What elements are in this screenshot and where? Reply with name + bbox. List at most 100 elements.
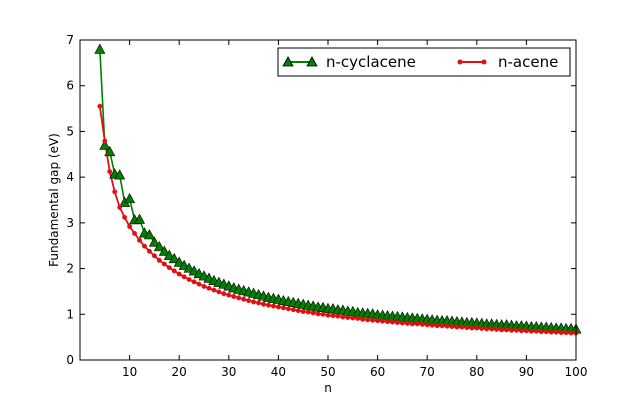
data-point-n-acene [196, 281, 202, 287]
data-point-n-acene [216, 289, 222, 295]
data-point-n-acene [112, 189, 118, 195]
data-point-n-acene [404, 320, 410, 326]
data-point-n-acene [469, 325, 475, 331]
legend-marker-n-cyclacene [282, 56, 294, 67]
data-point-n-acene [146, 248, 152, 254]
data-point-n-acene [509, 327, 514, 333]
x-tick-label: 40 [271, 365, 286, 379]
data-point-n-acene [553, 329, 559, 335]
ticks-layer: 10 20 30 40 50 60 70 80 90 100 0 1 2 3 4 5 6 7 [66, 33, 587, 379]
data-point-n-acene [360, 316, 366, 322]
data-point-n-acene [454, 324, 460, 330]
data-point-n-acene [350, 315, 356, 321]
legend-box [277, 47, 571, 77]
x-axis-label: n [324, 381, 332, 395]
data-point-n-acene [340, 314, 346, 320]
data-point-n-cyclacene [134, 213, 146, 224]
data-point-n-acene [528, 328, 534, 334]
data-point-n-cyclacene [158, 245, 170, 256]
data-point-n-acene [280, 305, 286, 311]
x-tick-label: 70 [420, 365, 435, 379]
data-point-n-cyclacene [99, 139, 111, 150]
data-point-n-acene [270, 303, 276, 309]
data-point-n-acene [117, 204, 123, 210]
data-point-n-acene [409, 321, 415, 327]
data-point-n-acene [132, 230, 138, 236]
data-point-n-acene [285, 306, 291, 312]
y-tick-label: 1 [66, 307, 74, 321]
data-point-n-acene [558, 330, 564, 336]
data-point-n-acene [290, 307, 296, 313]
data-point-n-acene [171, 268, 177, 274]
data-point-n-acene [325, 312, 331, 318]
data-point-n-acene [548, 329, 554, 335]
data-point-n-acene [459, 324, 465, 330]
y-tick-label: 6 [66, 79, 74, 93]
data-point-n-acene [221, 291, 227, 297]
y-tick-label: 0 [66, 353, 74, 367]
data-point-n-acene [385, 319, 390, 325]
data-point-n-acene [107, 169, 113, 175]
data-point-n-acene [380, 318, 386, 324]
data-point-n-acene [236, 295, 242, 301]
data-point-n-acene [518, 328, 524, 334]
data-point-n-acene [365, 317, 371, 323]
x-tick-label: 100 [565, 365, 588, 379]
x-tick-label: 50 [320, 365, 335, 379]
data-point-n-acene [137, 237, 142, 243]
data-point-n-acene [474, 325, 480, 331]
data-point-n-cyclacene [114, 169, 126, 180]
data-point-n-acene [538, 329, 544, 335]
y-tick-label: 2 [66, 262, 74, 276]
data-point-n-acene [305, 309, 311, 315]
data-point-n-acene [151, 253, 157, 259]
data-point-n-acene [494, 326, 500, 332]
data-point-n-cyclacene [143, 229, 155, 240]
legend-label-n-acene: n-acene [498, 53, 558, 71]
data-point-n-cyclacene [104, 145, 116, 157]
legend-label-n-cyclacene: n-cyclacene [326, 53, 416, 71]
data-point-n-cyclacene [173, 256, 185, 267]
data-point-n-acene [211, 287, 217, 293]
data-point-n-acene [543, 329, 549, 335]
data-point-n-acene [479, 326, 485, 331]
y-tick-label: 3 [66, 216, 74, 230]
data-point-n-cyclacene [94, 43, 106, 54]
data-point-n-acene [161, 261, 167, 267]
y-tick-label: 5 [66, 124, 74, 138]
data-point-n-acene [499, 327, 505, 333]
data-point-n-acene [206, 285, 212, 291]
data-point-n-acene [97, 103, 103, 109]
data-point-n-acene [191, 279, 197, 285]
data-point-n-acene [201, 283, 207, 289]
data-point-n-acene [514, 327, 519, 333]
data-point-n-acene [256, 300, 262, 306]
data-point-n-acene [444, 323, 450, 329]
legend: n-cyclacene n-acene [277, 47, 571, 77]
data-point-n-acene [295, 308, 301, 314]
data-point-n-acene [231, 294, 237, 299]
data-point-n-acene [484, 326, 490, 332]
data-point-n-acene [370, 317, 376, 323]
data-point-n-acene [330, 313, 336, 319]
legend-marker-n-acene-2 [481, 59, 487, 65]
data-point-n-acene [275, 304, 281, 310]
data-point-n-acene [300, 309, 306, 314]
data-point-n-acene [504, 327, 510, 333]
data-point-n-acene [261, 301, 266, 307]
x-tick-label: 60 [370, 365, 385, 379]
data-point-n-acene [439, 323, 445, 329]
data-point-n-acene [320, 311, 326, 317]
data-point-n-acene [375, 318, 381, 324]
data-point-n-acene [394, 320, 400, 325]
legend-marker-n-acene [457, 59, 463, 65]
data-point-n-acene [434, 323, 440, 329]
data-point-n-acene [533, 328, 539, 334]
data-point-n-acene [335, 313, 341, 319]
data-point-n-acene [489, 326, 495, 332]
data-point-n-acene [142, 243, 147, 249]
data-point-n-acene [315, 311, 321, 317]
data-point-n-acene [414, 321, 420, 327]
data-point-n-acene [523, 328, 529, 334]
